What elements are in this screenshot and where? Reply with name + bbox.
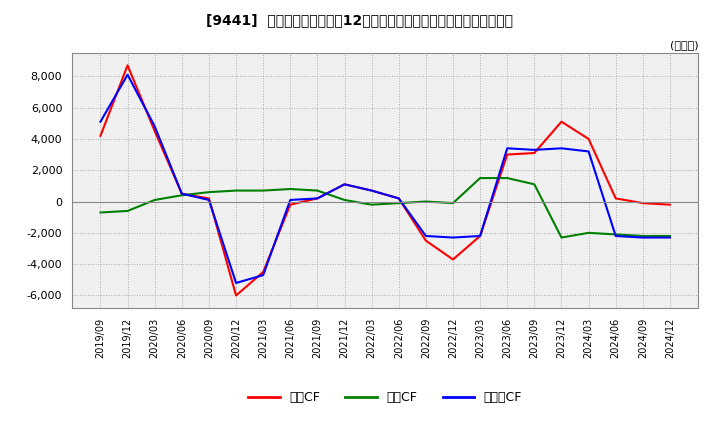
営業CF [259,269,268,275]
Text: [9441]  キャッシュフローの12か月移動合計の対前年同期増減額の推移: [9441] キャッシュフローの12か月移動合計の対前年同期増減額の推移 [207,13,513,27]
投資CF [367,202,376,207]
投資CF [313,188,322,193]
営業CF [123,62,132,68]
投資CF [639,233,647,238]
投資CF [123,208,132,213]
営業CF [665,202,674,207]
営業CF [611,196,620,201]
営業CF [341,182,349,187]
フリーCF [530,147,539,153]
投資CF [395,201,403,206]
Legend: 営業CF, 投資CF, フリーCF: 営業CF, 投資CF, フリーCF [243,386,527,409]
営業CF [313,196,322,201]
営業CF [178,191,186,196]
フリーCF [123,72,132,77]
フリーCF [178,191,186,196]
フリーCF [449,235,457,240]
投資CF [232,188,240,193]
営業CF [204,196,213,201]
フリーCF [259,272,268,278]
Text: (百万円): (百万円) [670,40,698,50]
営業CF [232,293,240,298]
投資CF [286,187,294,192]
投資CF [96,210,105,215]
Line: 投資CF: 投資CF [101,178,670,238]
投資CF [259,188,268,193]
Line: 営業CF: 営業CF [101,65,670,296]
フリーCF [341,182,349,187]
フリーCF [367,188,376,193]
投資CF [530,182,539,187]
フリーCF [232,280,240,286]
フリーCF [584,149,593,154]
営業CF [476,233,485,238]
フリーCF [150,124,159,129]
投資CF [503,176,511,181]
投資CF [421,199,430,204]
営業CF [96,133,105,139]
投資CF [611,232,620,237]
フリーCF [503,146,511,151]
フリーCF [557,146,566,151]
フリーCF [421,233,430,238]
営業CF [449,257,457,262]
投資CF [341,197,349,202]
フリーCF [476,233,485,238]
フリーCF [313,196,322,201]
投資CF [584,230,593,235]
営業CF [639,201,647,206]
営業CF [584,136,593,142]
フリーCF [639,235,647,240]
フリーCF [611,233,620,238]
投資CF [449,201,457,206]
フリーCF [96,119,105,125]
投資CF [665,233,674,238]
Line: フリーCF: フリーCF [101,75,670,283]
投資CF [204,190,213,195]
営業CF [150,128,159,134]
営業CF [367,188,376,193]
フリーCF [204,197,213,202]
投資CF [178,193,186,198]
営業CF [395,196,403,201]
投資CF [557,235,566,240]
フリーCF [665,235,674,240]
営業CF [503,152,511,157]
フリーCF [395,196,403,201]
営業CF [286,202,294,207]
営業CF [557,119,566,125]
フリーCF [286,197,294,202]
営業CF [530,150,539,156]
投資CF [150,197,159,202]
営業CF [421,238,430,243]
投資CF [476,176,485,181]
